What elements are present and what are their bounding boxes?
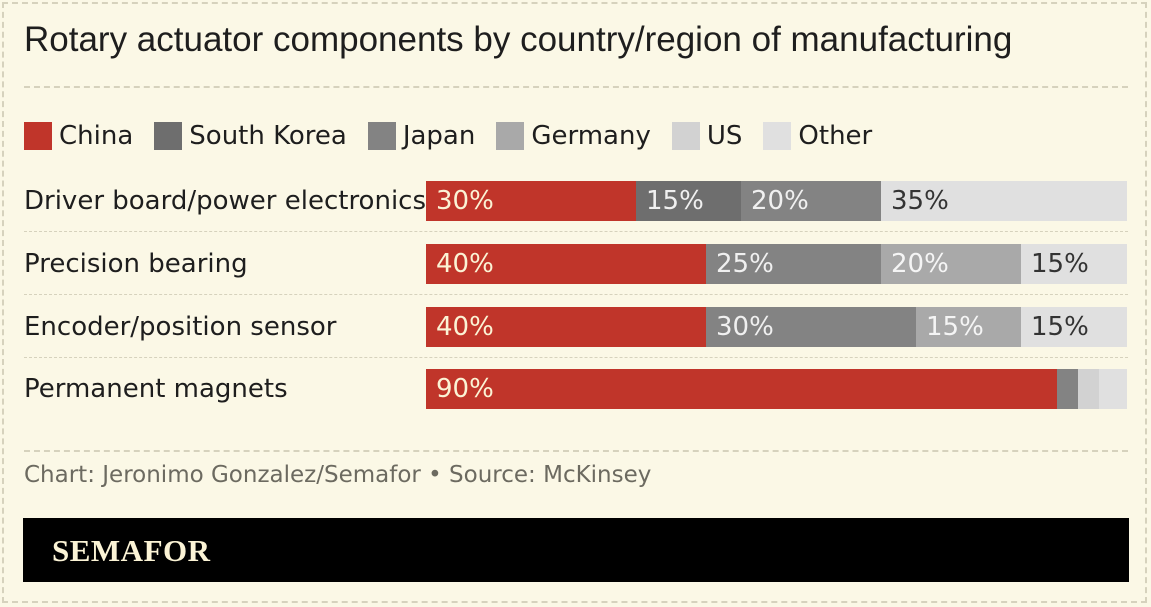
category-label: Precision bearing: [24, 249, 248, 279]
chart-source: Chart: Jeronimo Gonzalez/Semafor • Sourc…: [24, 462, 652, 488]
bar-segment-china: 40%: [426, 307, 706, 347]
legend-item-us: US: [671, 121, 743, 151]
legend-label: China: [59, 121, 134, 151]
legend-item-germany: Germany: [496, 121, 651, 151]
chart-legend: China South Korea Japan Germany US Other: [24, 116, 872, 156]
footer-divider: [24, 450, 1128, 452]
category-label: Encoder/position sensor: [24, 312, 337, 342]
brand-logo[interactable]: SEMAFOR: [52, 533, 211, 568]
bar-segment-japan: [1057, 369, 1078, 409]
row-divider: [24, 294, 1128, 295]
stacked-bar: 30% 15% 20% 35%: [426, 181, 1127, 221]
legend-label: South Korea: [189, 121, 347, 151]
bar-segment-other: 15%: [1021, 244, 1127, 284]
legend-swatch: [24, 122, 52, 150]
bar-segment-japan: 30%: [706, 307, 916, 347]
bar-segment-other: 15%: [1021, 307, 1127, 347]
legend-item-japan: Japan: [367, 121, 476, 151]
chart-title: Rotary actuator components by country/re…: [24, 20, 1013, 59]
bar-segment-japan: 25%: [706, 244, 881, 284]
legend-swatch: [671, 122, 700, 150]
bar-segment-china: 30%: [426, 181, 636, 221]
bar-segment-other: [1099, 369, 1127, 409]
bar-segment-south-korea: 15%: [636, 181, 741, 221]
bar-segment-china: 90%: [426, 369, 1057, 409]
bar-segment-germany: 15%: [916, 307, 1021, 347]
stacked-bar: 40% 25% 20% 15%: [426, 244, 1127, 284]
legend-label: Japan: [402, 121, 476, 151]
legend-item-other: Other: [763, 121, 872, 151]
bar-segment-other: 35%: [881, 181, 1127, 221]
legend-swatch: [154, 122, 183, 150]
legend-swatch: [496, 122, 525, 150]
legend-label: US: [706, 121, 743, 151]
legend-label: Other: [798, 121, 873, 151]
bar-segment-germany: 20%: [881, 244, 1021, 284]
legend-swatch: [763, 122, 792, 150]
bar-segment-japan: 20%: [741, 181, 881, 221]
bar-segment-us: [1078, 369, 1099, 409]
legend-item-south-korea: South Korea: [154, 121, 347, 151]
category-label: Permanent magnets: [24, 374, 288, 404]
category-label: Driver board/power electronics: [24, 186, 427, 216]
footer-bar: SEMAFOR: [23, 518, 1129, 582]
row-divider: [24, 231, 1128, 232]
title-divider: [24, 86, 1128, 88]
stacked-bar: 90%: [426, 369, 1127, 409]
stacked-bar: 40% 30% 15% 15%: [426, 307, 1127, 347]
legend-item-china: China: [24, 121, 133, 151]
row-divider: [24, 357, 1128, 358]
legend-label: Germany: [531, 121, 651, 151]
legend-swatch: [367, 122, 396, 150]
bar-segment-china: 40%: [426, 244, 706, 284]
